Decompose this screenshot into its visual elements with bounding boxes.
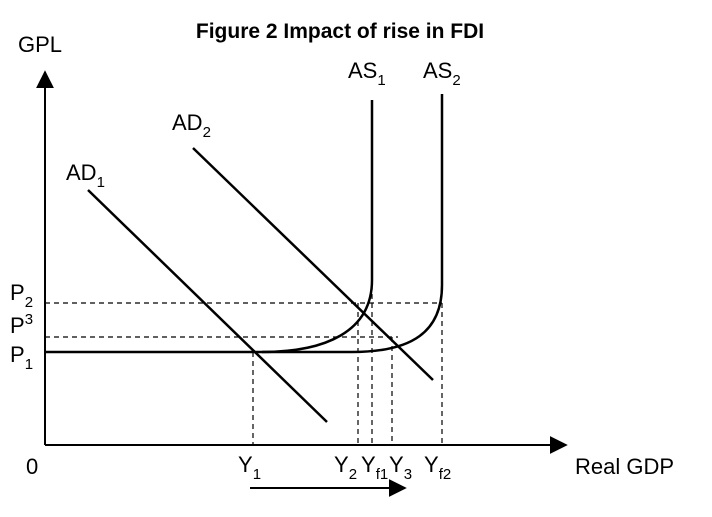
as1-label: AS1 bbox=[348, 58, 386, 89]
y2-label: Y2 bbox=[334, 452, 357, 483]
ad1-label: AD1 bbox=[66, 160, 105, 191]
x-axis-label: Real GDP bbox=[575, 454, 674, 479]
p1-label: P1 bbox=[10, 342, 33, 373]
as2-curve bbox=[262, 94, 444, 354]
y1-label: Y1 bbox=[238, 452, 261, 483]
as2-label: AS2 bbox=[423, 58, 461, 89]
title: Figure 2 Impact of rise in FDI bbox=[196, 20, 484, 43]
origin-label: 0 bbox=[26, 454, 38, 479]
p3-label: P3 bbox=[10, 311, 33, 338]
ad2-curve bbox=[192, 147, 434, 381]
ad2-label: AD2 bbox=[172, 110, 211, 141]
yf1-label: Yf1 bbox=[361, 452, 388, 483]
yf2-label: Yf2 bbox=[424, 452, 451, 483]
y3-label: Y3 bbox=[389, 452, 412, 483]
y-axis-label: GPL bbox=[18, 32, 62, 57]
p2-label: P2 bbox=[10, 280, 33, 311]
ad1-curve bbox=[87, 189, 328, 423]
